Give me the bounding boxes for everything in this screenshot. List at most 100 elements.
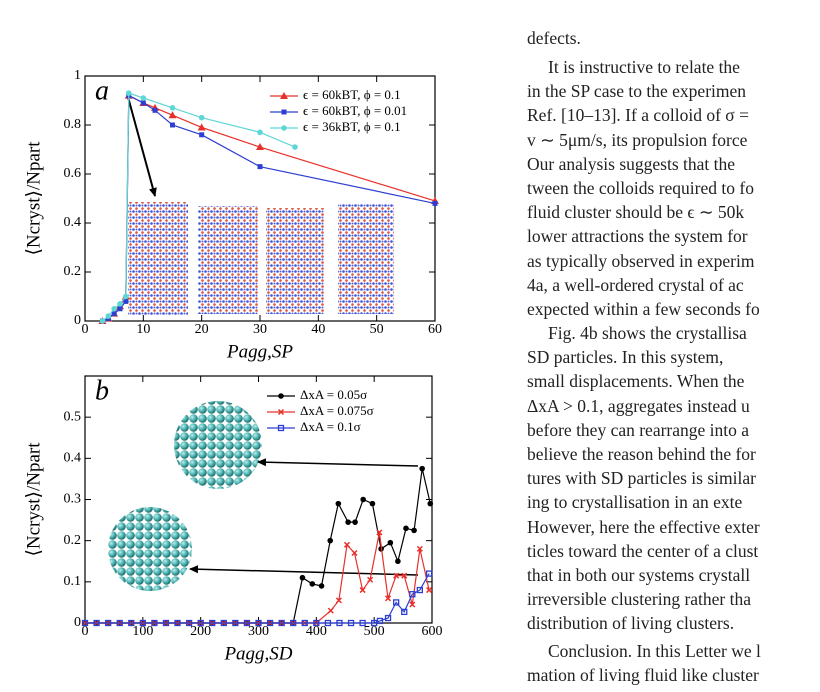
x-tick-label: 0 — [82, 322, 89, 337]
marker — [409, 591, 416, 598]
marker — [81, 619, 89, 627]
text-line: defects. — [527, 28, 581, 48]
inset-snapshots — [128, 202, 394, 315]
marker — [419, 465, 425, 472]
legend-label: ϵ = 36kBT, ϕ = 0.1 — [303, 119, 401, 134]
x-tick-label: 200 — [190, 624, 211, 639]
marker — [243, 619, 251, 627]
marker — [432, 200, 438, 206]
marker — [376, 529, 383, 536]
marker — [151, 619, 158, 627]
y-tick-label: 0 — [74, 615, 81, 630]
panel-label: a — [95, 75, 109, 106]
text-line: mation of living fluid like cluster — [527, 665, 759, 686]
y-tick-label: 0.6 — [64, 166, 82, 181]
marker — [232, 619, 239, 627]
text-line: fluid cluster should be ϵ ∼ 50k — [527, 202, 745, 223]
x-tick-label: 50 — [370, 322, 384, 337]
marker — [140, 95, 147, 101]
y-tick-label: 0.3 — [64, 492, 82, 507]
marker — [220, 619, 227, 627]
marker — [292, 144, 298, 150]
text-line: However, here the effective exter — [527, 516, 760, 537]
y-tick-label: 1 — [74, 68, 81, 83]
text-line: v ∼ 5μm/s, its propulsion force — [527, 129, 748, 150]
figure-panel — [13, 58, 472, 668]
marker — [277, 408, 285, 416]
x-tick-label: 30 — [253, 322, 267, 337]
text-line: SD particles. In this system, — [527, 347, 724, 368]
marker — [117, 301, 123, 307]
marker — [255, 619, 262, 627]
text-line: in the SP case to the experimen — [527, 81, 747, 102]
x-tick-label: 10 — [136, 322, 150, 337]
arrow — [189, 565, 419, 576]
y-tick-label: 0.2 — [64, 533, 82, 548]
y-axis-label: ⟨Ncryst⟩/Npart — [23, 141, 44, 256]
text-line: small displacements. When the — [527, 371, 745, 392]
text-line: ΔxA > 0.1, aggregates instead u — [527, 395, 750, 416]
text-line: tween the colloids required to fo — [527, 178, 754, 198]
marker — [278, 393, 284, 399]
y-tick-label: 0 — [74, 313, 81, 328]
x-tick-label: 60 — [428, 322, 442, 337]
marker — [170, 122, 175, 128]
marker — [280, 92, 288, 99]
marker — [371, 619, 378, 627]
marker — [327, 607, 334, 614]
marker — [185, 619, 193, 627]
marker — [425, 570, 433, 577]
marker — [105, 313, 112, 319]
legend-label: ϵ = 60kBT, ϕ = 0.1 — [303, 87, 401, 102]
marker — [257, 164, 263, 170]
marker — [409, 601, 416, 608]
marker — [385, 595, 392, 602]
marker — [384, 614, 392, 622]
legend-label: ϵ = 60kBT, ϕ = 0.01 — [303, 103, 407, 118]
marker — [335, 500, 342, 507]
marker — [347, 619, 355, 627]
marker — [313, 619, 320, 627]
marker — [351, 549, 358, 557]
marker — [197, 619, 204, 627]
marker — [345, 519, 351, 525]
marker — [152, 107, 158, 113]
text-line: It is instructive to relate the — [548, 57, 740, 77]
x-axis-label: Pagg,SP — [226, 341, 293, 362]
text-line: before they can rearrange into a — [527, 419, 750, 440]
legend-label: ΔxA = 0.075σ — [300, 403, 374, 418]
arrow — [257, 458, 419, 467]
legend-label: ΔxA = 0.05σ — [300, 387, 367, 402]
x-axis-label: Pagg,SD — [223, 643, 292, 664]
legend-label: ΔxA = 0.1σ — [300, 419, 361, 434]
marker — [401, 608, 408, 616]
marker — [168, 111, 177, 119]
marker — [111, 311, 117, 317]
marker — [209, 619, 216, 627]
text-line: 4a, a well-ordered crystal of ac — [527, 274, 744, 295]
text-line: Ref. [10–13]. If a colloid of σ = — [527, 105, 749, 126]
marker — [416, 586, 424, 594]
text-line: that in both our systems crystall — [527, 565, 751, 585]
marker — [426, 587, 433, 594]
marker — [266, 619, 274, 627]
marker — [162, 619, 170, 627]
marker — [104, 619, 112, 627]
marker — [318, 583, 325, 589]
marker — [401, 572, 408, 579]
marker — [376, 617, 384, 625]
text-line: distribution of living clusters. — [527, 613, 735, 634]
marker — [359, 587, 366, 594]
marker — [290, 619, 297, 627]
marker — [392, 599, 400, 606]
marker — [99, 318, 106, 324]
marker — [301, 619, 308, 627]
marker — [352, 519, 358, 525]
x-tick-label: 100 — [132, 624, 153, 639]
x-tick-label: 500 — [364, 624, 385, 639]
marker — [359, 619, 366, 627]
x-tick-label: 600 — [422, 624, 443, 639]
y-tick-label: 0.2 — [64, 264, 82, 279]
text-line: tures with SD particles is similar — [527, 468, 756, 489]
